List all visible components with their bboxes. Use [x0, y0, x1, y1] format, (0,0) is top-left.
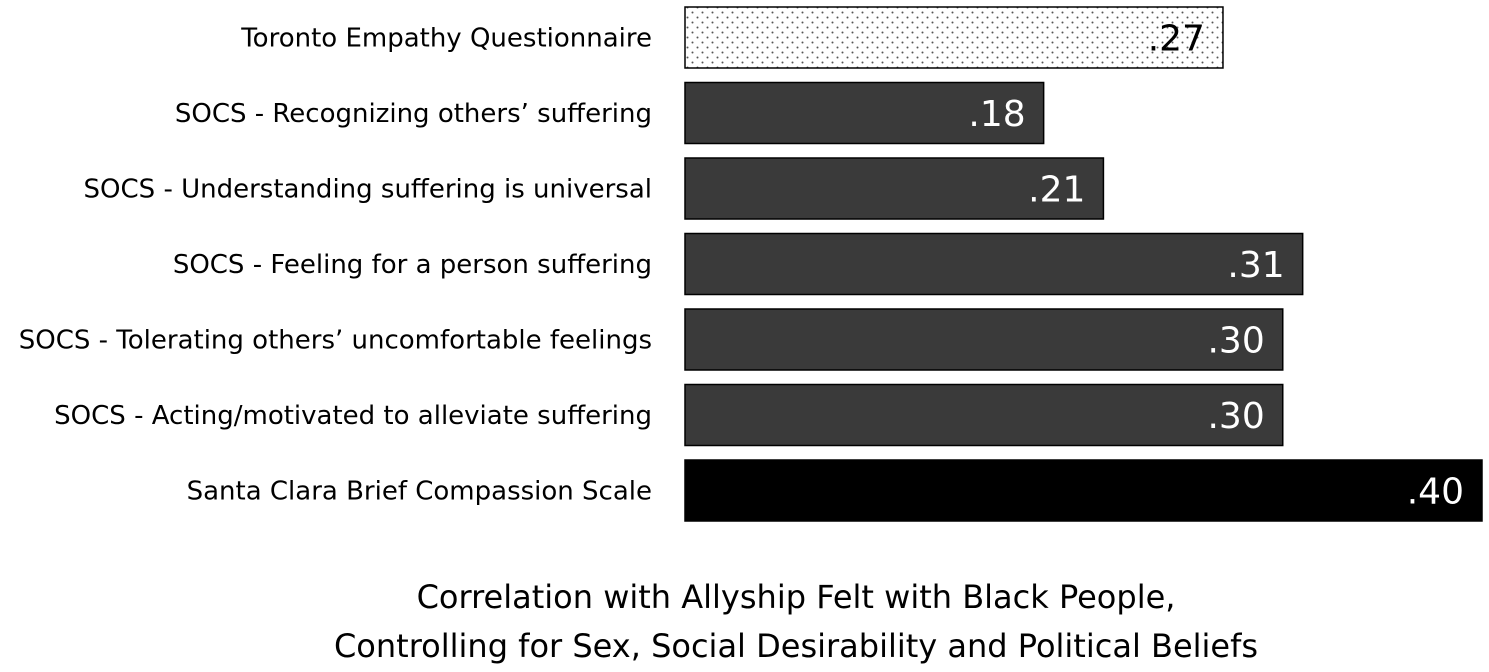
data-label: .27 [1148, 19, 1205, 60]
category-label: SOCS - Acting/motivated to alleviate suf… [54, 401, 652, 431]
data-label: .31 [1227, 245, 1284, 286]
bar [684, 383, 1284, 447]
category-label: SOCS - Understanding suffering is univer… [84, 175, 652, 205]
category-label: SOCS - Feeling for a person suffering [173, 250, 652, 280]
bar [684, 81, 1045, 145]
chart-title: Correlation with Allyship Felt with Blac… [334, 578, 1258, 665]
data-label: .30 [1207, 321, 1264, 362]
data-label: .18 [968, 94, 1025, 135]
data-label: .40 [1407, 472, 1464, 513]
bar [684, 459, 1483, 522]
category-label: Santa Clara Brief Compassion Scale [187, 477, 652, 507]
bar [684, 157, 1105, 220]
data-label: .21 [1028, 170, 1085, 211]
category-labels: Toronto Empathy Questionnaire SOCS - Reco… [19, 24, 652, 507]
chart-title-line-2: Controlling for Sex, Social Desirability… [334, 627, 1258, 665]
bar [684, 308, 1284, 371]
bar [684, 232, 1304, 296]
bar [684, 6, 1224, 69]
value-labels: .27 .18.21 .31 .30 .30 .40 [968, 19, 1464, 513]
category-label: Toronto Empathy Questionnaire [240, 24, 652, 54]
category-label: SOCS - Tolerating others’ uncomfortable … [19, 326, 652, 356]
bars [684, 6, 1483, 522]
chart-title-line-1: Correlation with Allyship Felt with Blac… [417, 578, 1176, 616]
data-label: .30 [1207, 396, 1264, 437]
category-label: SOCS - Recognizing others’ suffering [175, 99, 652, 129]
